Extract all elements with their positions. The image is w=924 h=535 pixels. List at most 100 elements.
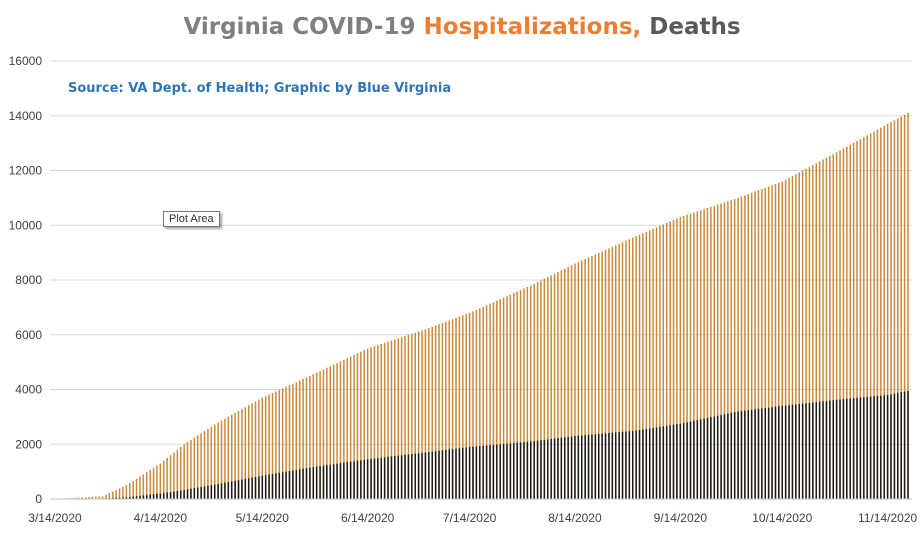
hospitalizations-bar <box>356 353 359 499</box>
deaths-bar <box>241 479 243 499</box>
hospitalizations-bar <box>631 237 634 499</box>
deaths-bar <box>754 409 756 499</box>
hospitalizations-bar <box>322 369 325 499</box>
hospitalizations-bar <box>723 202 726 499</box>
deaths-bar <box>876 395 879 499</box>
hospitalizations-bar <box>397 338 399 499</box>
hospitalizations-bar <box>852 142 855 499</box>
hospitalizations-bar <box>645 231 648 499</box>
hospitalizations-bar <box>190 439 192 499</box>
hospitalizations-bar <box>642 233 644 499</box>
hospitalizations-bar <box>829 155 831 499</box>
hospitalizations-bar <box>757 190 760 500</box>
hospitalizations-bar <box>370 347 372 499</box>
hospitalizations-series[interactable] <box>64 113 909 500</box>
hospitalizations-bar <box>176 449 179 499</box>
hospitalizations-bar <box>152 467 155 499</box>
x-tick-label: 11/14/2020 <box>858 511 917 525</box>
hospitalizations-bar <box>275 391 277 499</box>
deaths-bar <box>506 443 508 499</box>
deaths-bar <box>665 425 668 499</box>
hospitalizations-bar <box>451 319 454 499</box>
deaths-bar <box>462 447 464 499</box>
deaths-bar <box>676 424 678 499</box>
deaths-bar <box>190 488 192 499</box>
hospitalizations-bar <box>479 308 481 499</box>
hospitalizations-bar <box>312 374 315 499</box>
hospitalizations-bar <box>662 224 665 499</box>
hospitalizations-bar <box>230 414 233 499</box>
deaths-bar <box>196 487 199 499</box>
deaths-bar <box>336 463 338 499</box>
deaths-bar <box>869 396 872 499</box>
hospitalizations-bar <box>485 305 488 499</box>
deaths-bar <box>146 495 148 499</box>
hospitalizations-bar <box>417 331 420 499</box>
deaths-bar <box>550 438 552 499</box>
deaths-bar <box>479 446 481 499</box>
deaths-bar <box>112 497 114 499</box>
hospitalizations-bar <box>91 496 94 499</box>
deaths-bar <box>832 400 834 499</box>
deaths-bar <box>312 467 315 499</box>
hospitalizations-bar <box>839 150 841 500</box>
hospitalizations-bar <box>285 386 287 499</box>
hospitalizations-bar <box>706 208 709 499</box>
hospitalizations-bar <box>146 472 148 499</box>
hospitalizations-bar <box>764 187 767 499</box>
hospitalizations-bar <box>264 396 267 499</box>
hospitalizations-bar <box>115 490 117 499</box>
hospitalizations-bar <box>648 230 651 500</box>
deaths-bar <box>224 482 226 499</box>
hospitalizations-bar <box>676 218 678 499</box>
deaths-bar <box>682 422 685 499</box>
hospitalizations-bar <box>587 257 590 499</box>
hospitalizations-bar <box>798 172 800 499</box>
deaths-bar <box>434 451 437 499</box>
deaths-bar <box>417 453 420 499</box>
hospitalizations-bar <box>869 133 872 499</box>
deaths-bar <box>795 404 797 499</box>
hospitalizations-bar <box>166 457 168 499</box>
hospitalizations-bar <box>163 460 165 499</box>
hospitalizations-bar <box>747 194 750 499</box>
deaths-bar <box>247 478 250 499</box>
deaths-bar <box>122 497 124 499</box>
hospitalizations-bar <box>581 260 583 499</box>
hospitalizations-bar <box>570 265 573 499</box>
deaths-bar <box>822 401 824 499</box>
deaths-bar <box>852 398 855 499</box>
deaths-bar <box>771 407 773 499</box>
hospitalizations-bar <box>533 283 535 499</box>
hospitalizations-bar <box>302 378 304 499</box>
deaths-bar <box>839 399 841 499</box>
hospitalizations-bar <box>118 488 121 499</box>
hospitalizations-bar <box>550 275 552 499</box>
hospitalizations-bar <box>78 497 80 499</box>
deaths-bar <box>407 454 410 499</box>
hospitalizations-bar <box>801 170 804 499</box>
hospitalizations-bar <box>387 341 389 499</box>
hospitalizations-bar <box>258 399 260 499</box>
deaths-bar <box>421 452 423 499</box>
deaths-bar <box>652 427 654 499</box>
hospitalizations-bar <box>448 320 450 499</box>
deaths-bar <box>149 494 151 499</box>
hospitalizations-bar <box>547 277 549 499</box>
hospitalizations-bar <box>907 113 909 499</box>
deaths-bar <box>543 439 546 499</box>
hospitalizations-bar <box>489 303 491 499</box>
deaths-bar <box>581 435 583 499</box>
hospitalizations-bar <box>159 463 162 499</box>
deaths-bar <box>482 445 484 499</box>
hospitalizations-bar <box>237 410 240 499</box>
hospitalizations-bar <box>105 494 107 499</box>
deaths-series[interactable] <box>98 390 909 500</box>
deaths-bar <box>812 402 814 499</box>
deaths-bar <box>458 448 461 499</box>
deaths-bar <box>513 443 515 499</box>
hospitalizations-bar <box>740 196 743 500</box>
hospitalizations-bar <box>227 416 230 499</box>
deaths-bar <box>213 484 216 499</box>
